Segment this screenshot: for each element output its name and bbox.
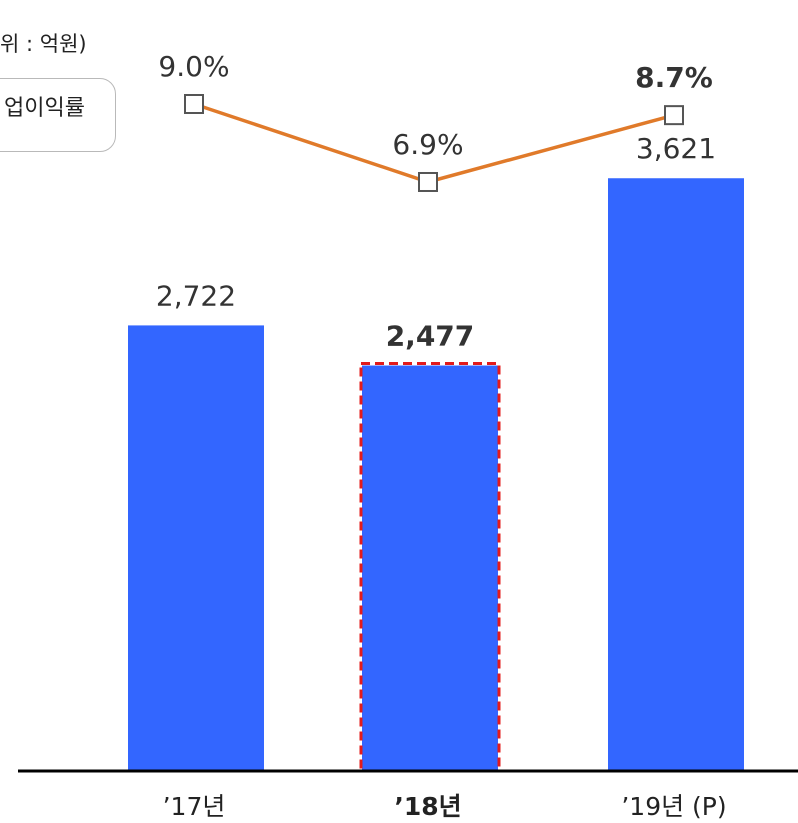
bar-2 — [362, 365, 498, 771]
legend-box — [0, 78, 116, 152]
line-marker — [664, 105, 684, 126]
line-marker — [184, 94, 204, 114]
bar-value-label: 3,621 — [636, 132, 716, 165]
bar-value-label: 2,722 — [156, 279, 236, 312]
legend-label: 업이익률 — [4, 96, 85, 121]
highlight-box — [359, 362, 501, 773]
x-tick-label: ’17년 — [163, 792, 226, 821]
x-tick-label: ’18년 — [394, 792, 461, 821]
line-value-label: 8.7% — [635, 61, 713, 94]
line-value-label: 6.9% — [392, 128, 463, 161]
line-marker — [418, 171, 438, 192]
x-tick-label: ’19년 (P) — [621, 792, 726, 821]
bar-1 — [128, 325, 264, 771]
unit-label: 위 : 억원) — [0, 32, 87, 56]
line-value-label: 9.0% — [158, 50, 229, 83]
bar-3 — [608, 178, 744, 771]
bar-value-label: 2,477 — [386, 320, 475, 353]
